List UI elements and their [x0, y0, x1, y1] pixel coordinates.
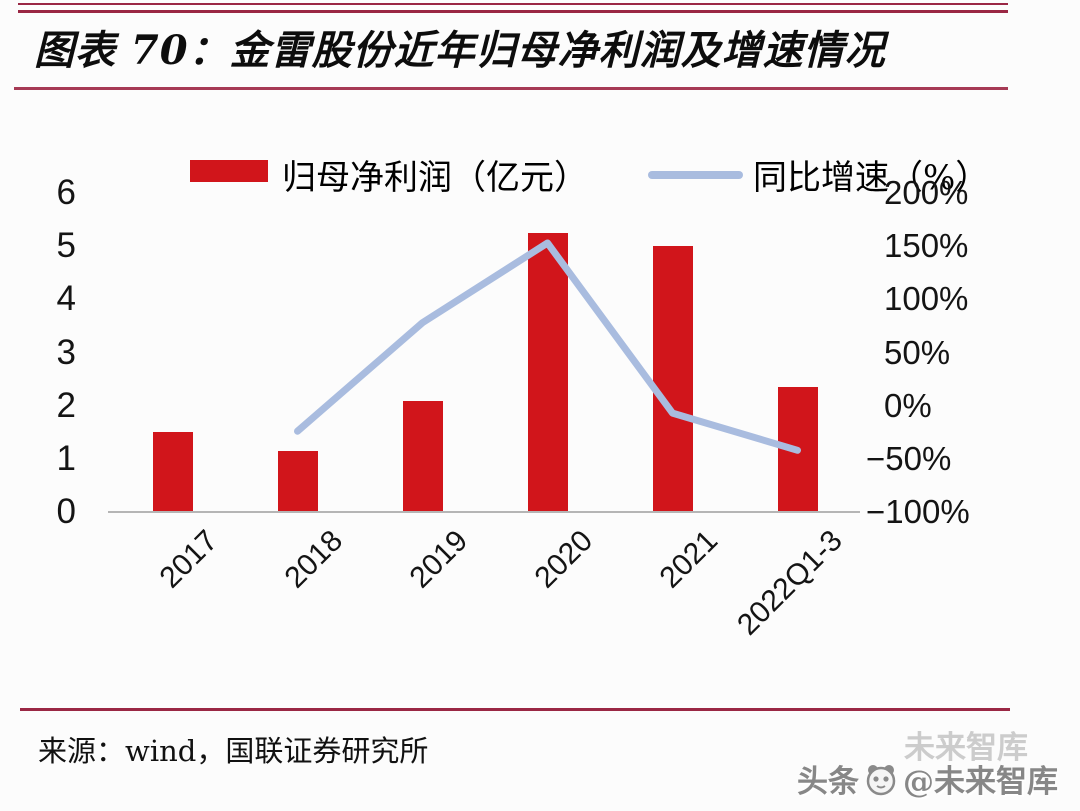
x-axis-line — [108, 511, 860, 513]
bottom-rule — [20, 708, 1010, 711]
left-axis-tick-3: 3 — [56, 332, 76, 372]
right-axis-tick-150: 150% — [884, 227, 969, 265]
watermark-prefix: 头条 — [797, 764, 859, 800]
right-axis-tick-100: 100% — [884, 280, 969, 318]
legend-line-swatch — [648, 171, 743, 179]
left-axis-tick-1: 1 — [56, 438, 76, 478]
title-underline-rule — [14, 87, 1008, 90]
left-axis-tick-2: 2 — [56, 385, 76, 425]
legend-line-label: 同比增速（%） — [753, 158, 990, 198]
left-axis-tick-4: 4 — [56, 279, 76, 319]
bar-2017 — [152, 432, 193, 512]
legend-bar-label: 归母净利润（亿元） — [282, 158, 588, 198]
bar-2018 — [277, 450, 318, 512]
right-axis-tick-50: 50% — [884, 333, 951, 371]
source-note: 来源：wind，国联证券研究所 — [38, 734, 429, 768]
bar-2021 — [652, 246, 693, 512]
legend-bar-swatch — [190, 160, 268, 182]
growth-line — [294, 239, 801, 454]
watermark: 头条 @未来智库 — [797, 756, 1058, 801]
bar-2019 — [402, 401, 443, 512]
watermark-handle: @未来智库 — [903, 764, 1058, 800]
right-axis-tick--50: −50% — [866, 439, 952, 477]
right-axis-tick--100: −100% — [866, 493, 970, 530]
top-rule-2 — [18, 10, 1008, 13]
figure-title: 图表 70：金雷股份近年归母净利润及增速情况 — [34, 27, 886, 74]
watermark-ghost: 未来智库 — [904, 730, 1028, 766]
left-axis-tick-5: 5 — [56, 226, 76, 266]
right-axis-tick-0: 0% — [884, 386, 932, 424]
panda-icon — [866, 764, 896, 795]
bar-2020 — [527, 232, 568, 512]
right-axis-tick-200: 200% — [884, 174, 969, 211]
left-axis-tick-0: 0 — [56, 492, 76, 531]
top-rule-1 — [18, 3, 1008, 5]
left-axis-tick-6: 6 — [56, 173, 76, 212]
